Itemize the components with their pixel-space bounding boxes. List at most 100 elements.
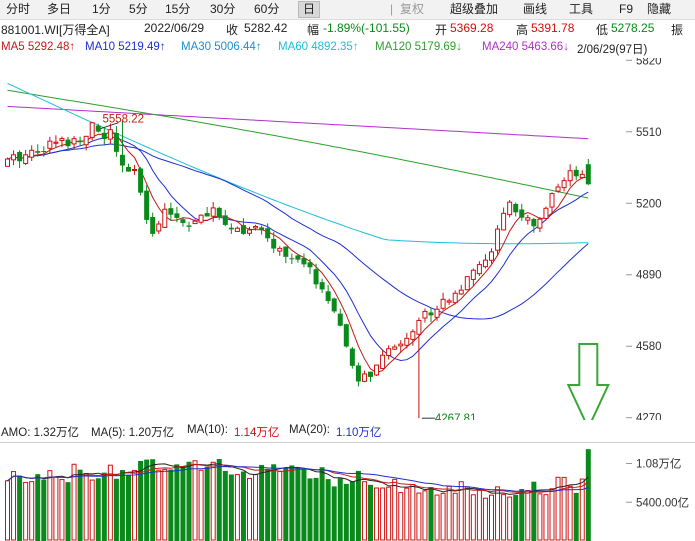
candle-body-68	[410, 331, 416, 340]
toolbar-button-1[interactable]: 复权	[400, 2, 425, 16]
period-tab-7[interactable]: 60分	[254, 2, 280, 16]
volume-bar-61	[368, 484, 373, 541]
down-arrow-icon	[566, 343, 610, 420]
period-tab-5[interactable]: 15分	[165, 2, 191, 16]
ma5-line	[7, 131, 589, 374]
volume-bar-25	[150, 459, 156, 541]
volume-ma20-line	[7, 465, 589, 492]
candle-body-11	[65, 139, 71, 147]
volume-bar-6	[35, 474, 41, 541]
period-tab-2[interactable]: 多日	[47, 2, 72, 16]
toolbar-separator: |	[390, 2, 394, 16]
volume-bar-83	[501, 494, 507, 541]
volume-bar-62	[374, 487, 380, 541]
candle-body-3	[17, 151, 23, 162]
close-label: 收	[226, 23, 239, 37]
candle-body-33	[198, 214, 204, 223]
candle-body-35	[210, 207, 216, 217]
period-tab-1[interactable]: 分时	[6, 2, 31, 16]
volume-ma20-value: 1.10万亿	[336, 427, 382, 439]
ma120-line	[7, 89, 589, 199]
low-mark-label: 4267.81	[435, 413, 477, 420]
volume-bar-22	[132, 469, 138, 541]
change-value: -1.89%(-101.55)	[323, 21, 410, 35]
high-mark-pointer	[100, 122, 119, 130]
volume-chart[interactable]: 1.08万亿 5400.00亿	[0, 442, 695, 541]
volume-bar-70	[422, 490, 428, 541]
candle-body-50	[301, 258, 307, 265]
volume-bar-84	[507, 496, 513, 541]
candle-body-66	[398, 343, 404, 347]
candle-body-85	[513, 203, 519, 213]
volume-bar-57	[343, 483, 349, 541]
candle-body-4	[23, 154, 29, 164]
volume-bar-55	[331, 486, 337, 541]
candle-body-2	[11, 154, 17, 161]
candle-body-87	[525, 217, 531, 221]
toolbar-button-3[interactable]: 画线	[523, 2, 548, 16]
candle-body-1	[5, 158, 10, 167]
volume-bar-92	[555, 476, 561, 541]
volume-bar-60	[361, 481, 367, 541]
ma120-legend: MA120 5179.69↓	[375, 41, 462, 53]
period-tab-3[interactable]: 1分	[92, 2, 111, 16]
toolbar-button-2[interactable]: 超级叠加	[450, 2, 499, 16]
candle-body-16	[95, 125, 101, 132]
toolbar-button-5[interactable]: F9	[619, 2, 634, 16]
volume-bar-18	[107, 464, 113, 541]
volume-bar-90	[543, 494, 549, 541]
candle-body-17	[101, 132, 107, 140]
price-axis-tick-6: 4270	[636, 413, 662, 420]
toolbar-button-4[interactable]: 工具	[569, 2, 594, 16]
volume-bar-50	[301, 468, 307, 541]
candle-body-23	[138, 168, 144, 193]
candle-body-78	[470, 269, 476, 280]
candle-body-62	[374, 364, 380, 376]
candle-body-96	[579, 173, 585, 179]
volume-bar-49	[295, 467, 301, 541]
volume-bar-12	[71, 463, 77, 541]
toolbar-button-6[interactable]: 隐藏	[647, 2, 672, 16]
candle-body-93	[561, 180, 567, 189]
volume-bar-97	[585, 449, 591, 541]
candle-body-10	[59, 138, 65, 142]
volume-bar-94	[567, 485, 573, 541]
ma10-line	[13, 136, 589, 362]
period-tab-6[interactable]: 30分	[210, 2, 236, 16]
period-tab-4[interactable]: 5分	[129, 2, 148, 16]
candle-body-97	[585, 164, 591, 185]
volume-bar-86	[519, 489, 525, 541]
candle-body-28	[168, 208, 174, 215]
candle-body-12	[71, 138, 77, 145]
price-chart[interactable]: 5820 5510 5200 4890 4580 4270 5558.22 4267.81	[0, 58, 695, 420]
candle-body-52	[313, 269, 319, 285]
volume-bar-39	[234, 474, 240, 541]
volume-bar-14	[83, 472, 89, 541]
candle-body-6	[35, 151, 41, 153]
candle-body-8	[47, 140, 53, 149]
low-label: 低	[596, 23, 609, 37]
price-axis-tick-1: 5820	[636, 58, 662, 67]
candle-body-79	[476, 264, 482, 275]
candle-body-36	[216, 207, 222, 218]
high-label: 高	[516, 23, 529, 37]
candle-body-75	[452, 292, 458, 304]
candle-body-40	[240, 225, 246, 234]
volume-bar-63	[380, 487, 386, 541]
candle-body-94	[567, 170, 573, 182]
candle-body-61	[368, 371, 373, 377]
volume-bar-75	[452, 492, 458, 541]
volume-bar-91	[549, 488, 555, 541]
volume-bar-95	[573, 492, 579, 541]
candle-body-46	[277, 247, 283, 252]
candle-body-69	[416, 319, 422, 335]
volume-bar-42	[253, 473, 259, 541]
volume-bar-36	[216, 459, 222, 541]
volume-ma20-label: MA(20):	[289, 424, 330, 436]
period-tab-8[interactable]: 日	[298, 1, 321, 18]
candle-body-7	[41, 151, 47, 153]
volume-bar-16	[95, 478, 101, 541]
candle-body-82	[495, 228, 501, 251]
candle-body-22	[132, 169, 138, 172]
amplitude-label: 振	[671, 23, 684, 37]
